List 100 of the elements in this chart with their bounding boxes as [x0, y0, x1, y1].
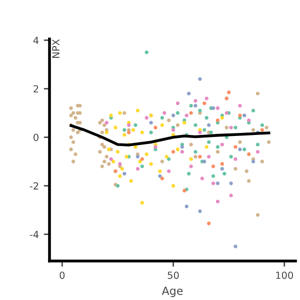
point — [109, 114, 113, 118]
point — [260, 160, 264, 164]
point — [198, 154, 202, 159]
point — [140, 157, 144, 161]
point — [216, 182, 220, 186]
point — [74, 116, 78, 120]
point — [189, 104, 193, 108]
point — [234, 244, 238, 248]
point — [74, 152, 78, 156]
point — [184, 204, 188, 208]
point — [206, 140, 211, 144]
point — [216, 150, 220, 154]
point — [171, 114, 176, 118]
point — [229, 182, 233, 186]
point — [78, 120, 82, 125]
point — [104, 130, 108, 134]
point — [166, 157, 171, 161]
point — [256, 92, 260, 96]
point — [189, 164, 193, 168]
point — [220, 116, 224, 120]
point — [102, 145, 106, 149]
y-tick-label: 2 — [34, 85, 38, 92]
point — [220, 162, 224, 166]
point — [71, 128, 76, 132]
point — [206, 154, 211, 159]
point — [166, 118, 171, 122]
point — [98, 150, 102, 154]
point — [246, 118, 251, 122]
point — [202, 160, 206, 164]
point — [251, 128, 256, 132]
point — [144, 50, 148, 54]
point — [118, 111, 122, 115]
point — [122, 172, 126, 176]
point — [204, 116, 208, 120]
point — [100, 130, 104, 134]
point — [176, 111, 180, 115]
point — [202, 101, 206, 106]
point — [176, 101, 180, 106]
point — [260, 123, 264, 127]
point — [198, 209, 202, 214]
point — [216, 200, 220, 204]
point — [69, 135, 73, 140]
point — [194, 123, 198, 127]
point — [154, 145, 158, 149]
y-tick-label: -4 — [30, 230, 39, 238]
point — [220, 166, 224, 171]
point — [234, 157, 238, 161]
point — [238, 104, 242, 108]
point — [138, 160, 142, 164]
point — [206, 222, 211, 226]
point — [180, 145, 184, 149]
point — [211, 164, 216, 168]
point — [198, 130, 202, 134]
point — [189, 111, 193, 115]
y-tick-label: 0 — [34, 134, 38, 142]
point — [216, 106, 220, 110]
point — [158, 174, 162, 178]
point — [182, 120, 186, 125]
point — [256, 142, 260, 146]
point — [176, 148, 180, 152]
point — [78, 111, 82, 115]
point — [140, 130, 144, 134]
point — [120, 166, 124, 171]
point — [69, 114, 73, 118]
point — [264, 126, 268, 130]
point — [149, 162, 153, 166]
point — [131, 128, 136, 132]
point — [171, 128, 176, 132]
point — [211, 106, 216, 110]
point — [78, 104, 82, 108]
point — [171, 150, 176, 154]
point — [76, 130, 80, 134]
point — [136, 166, 140, 171]
point — [194, 150, 198, 154]
point — [229, 126, 233, 130]
point — [118, 174, 122, 178]
point — [184, 114, 188, 118]
x-axis-title: Age — [162, 286, 183, 298]
point — [194, 154, 198, 159]
point — [104, 154, 108, 159]
point — [189, 157, 193, 161]
point — [186, 92, 191, 96]
point — [136, 108, 140, 112]
point — [134, 123, 138, 127]
point — [158, 169, 162, 174]
point — [140, 164, 144, 168]
point — [149, 120, 153, 125]
y-tick-label: 4 — [33, 36, 39, 44]
point — [122, 111, 126, 115]
point — [71, 140, 76, 144]
point — [246, 152, 251, 156]
point — [106, 162, 111, 166]
point — [102, 160, 106, 164]
point — [100, 142, 104, 146]
point — [234, 166, 238, 171]
point — [266, 140, 271, 144]
point — [211, 174, 216, 178]
point — [122, 133, 126, 137]
point — [204, 145, 208, 149]
point — [144, 116, 148, 120]
